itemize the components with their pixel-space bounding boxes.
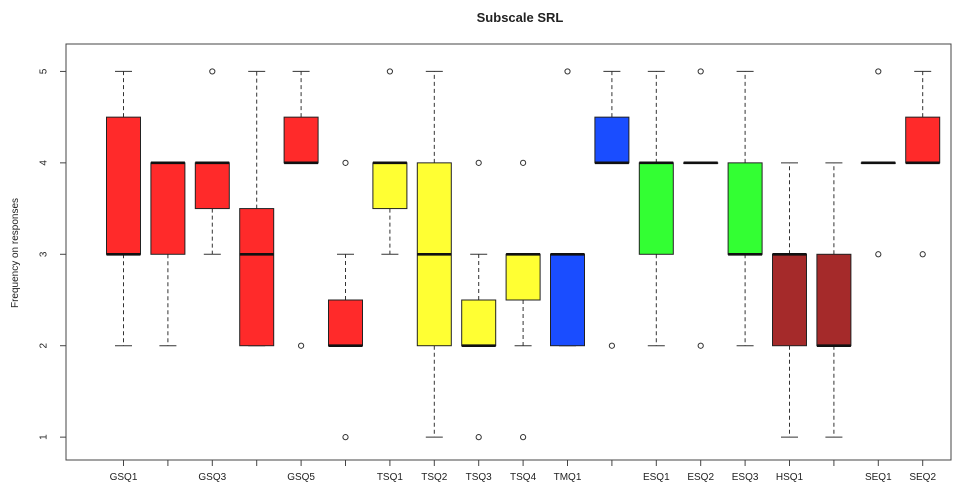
y-tick-label: 1	[39, 434, 50, 440]
box-iqr	[283, 116, 319, 164]
outlier-point	[475, 159, 482, 166]
box-iqr	[150, 162, 186, 255]
box-item-6	[328, 159, 363, 441]
box-item-4	[239, 70, 275, 347]
y-tick-label: 5	[39, 68, 50, 74]
x-tick-label: SEQ2	[909, 472, 936, 483]
x-tick-label: ESQ3	[732, 472, 759, 483]
outlier-point	[608, 342, 616, 349]
box-iqr	[550, 253, 585, 347]
plot-frame	[65, 43, 952, 461]
boxes-group	[106, 68, 941, 441]
box-esq3	[727, 70, 763, 347]
y-axis-label: Frequency on responses	[10, 198, 21, 308]
box-iqr	[106, 116, 141, 255]
x-tick-label: TSQ1	[377, 472, 404, 483]
box-item-12	[594, 70, 630, 349]
y-tick-label: 2	[39, 342, 50, 348]
box-gsq3	[194, 68, 230, 255]
box-esq1	[638, 70, 674, 347]
outlier-point	[475, 434, 482, 441]
box-iqr	[372, 162, 408, 210]
box-iqr	[505, 253, 541, 301]
outlier-point	[564, 68, 571, 75]
box-esq2	[683, 68, 719, 349]
box-item-2	[150, 161, 186, 347]
outlier-point	[697, 68, 704, 75]
box-iqr	[328, 299, 363, 347]
outlier-point	[697, 342, 704, 349]
box-item-17	[816, 162, 852, 438]
x-tick-label: TSQ4	[510, 472, 537, 483]
box-gsq5	[283, 70, 319, 349]
y-tick-label: 4	[39, 160, 50, 166]
box-tmq1	[550, 68, 585, 347]
outlier-point	[386, 68, 393, 75]
box-gsq1	[106, 70, 141, 347]
box-tsq2	[416, 70, 452, 438]
x-tick-label: TMQ1	[554, 472, 582, 483]
box-iqr	[772, 253, 807, 347]
x-tick-label: SEQ1	[865, 472, 892, 483]
chart-title: Subscale SRL	[477, 10, 564, 25]
box-iqr	[194, 162, 230, 210]
box-iqr	[905, 116, 941, 164]
box-hsq1	[772, 162, 807, 438]
box-iqr	[727, 162, 763, 255]
outlier-point	[342, 434, 349, 441]
x-tick-label: TSQ3	[466, 472, 493, 483]
x-tick-label: HSQ1	[776, 472, 804, 483]
box-iqr	[594, 116, 630, 164]
x-tick-label: GSQ5	[287, 472, 315, 483]
outlier-point	[875, 68, 882, 75]
box-iqr	[638, 162, 674, 255]
y-tick-label: 3	[39, 251, 50, 257]
box-tsq4	[505, 159, 541, 441]
y-axis: 1 2 3 4 5	[39, 68, 66, 440]
outlier-point	[520, 434, 527, 441]
outlier-point	[919, 251, 926, 258]
x-tick-label: TSQ2	[421, 472, 448, 483]
box-tsq1	[372, 68, 408, 255]
box-iqr	[461, 299, 497, 347]
x-tick-label: GSQ3	[198, 472, 226, 483]
box-iqr	[239, 208, 275, 347]
outlier-point	[209, 68, 216, 75]
box-tsq3	[461, 159, 497, 441]
box-iqr	[816, 253, 852, 347]
box-seq2	[905, 70, 941, 258]
x-tick-label: ESQ1	[643, 472, 670, 483]
box-seq1	[860, 68, 896, 258]
x-tick-label: ESQ2	[687, 472, 714, 483]
x-tick-label: GSQ1	[110, 472, 138, 483]
x-axis: GSQ1 GSQ3 GSQ5 TSQ1 TSQ2 TSQ3 TSQ4 TMQ1 ESQ1 ESQ2…	[110, 460, 936, 483]
outlier-point	[520, 159, 527, 166]
outlier-point	[298, 342, 305, 349]
outlier-point	[875, 251, 882, 258]
outlier-point	[342, 159, 349, 166]
